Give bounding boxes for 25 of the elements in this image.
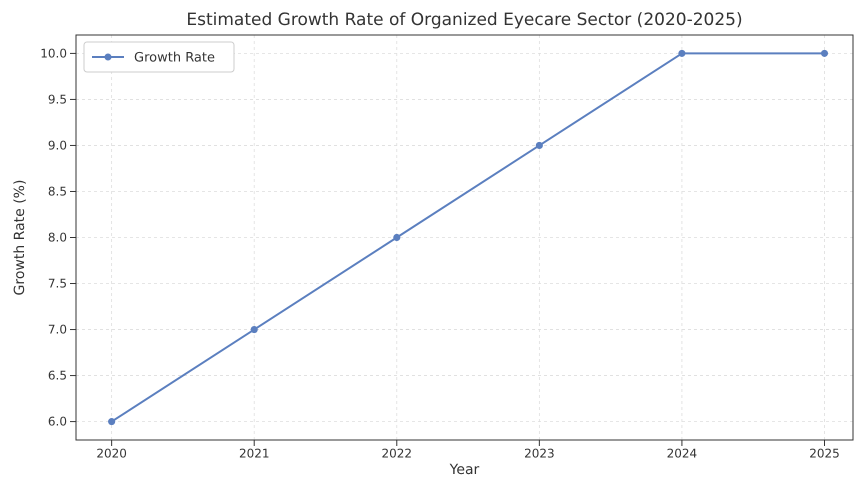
y-tick-label: 9.5 [48, 92, 67, 106]
y-tick-label: 8.0 [48, 230, 67, 244]
point [678, 50, 686, 57]
y-tick-label: 10.0 [40, 46, 67, 60]
y-axis-title: Growth Rate (%) [12, 180, 28, 296]
x-tick-label: 2021 [238, 446, 270, 461]
legend-label: Growth Rate [134, 50, 215, 66]
point [393, 234, 400, 242]
y-tick-label: 6.5 [48, 368, 67, 382]
chart-title: Estimated Growth Rate of Organized Eyecare Sector (2020-2025) [186, 10, 743, 30]
x-axis-title: Year [448, 462, 480, 477]
x-tick-label: 2020 [96, 446, 127, 461]
x-tick-label: 2025 [809, 446, 840, 461]
point [250, 326, 258, 334]
point [820, 50, 828, 57]
point [536, 142, 543, 150]
y-tick-label: 6.0 [48, 414, 67, 428]
x-tick-label: 2024 [666, 446, 698, 461]
y-tick-label: 7.5 [48, 276, 67, 290]
y-tick-label: 9.0 [48, 138, 67, 152]
x-tick-label: 2022 [382, 446, 412, 461]
point [108, 418, 116, 426]
x-tick-label: 2023 [524, 446, 555, 461]
y-tick-label: 8.5 [48, 184, 67, 198]
y-tick-label: 7.0 [48, 322, 67, 336]
